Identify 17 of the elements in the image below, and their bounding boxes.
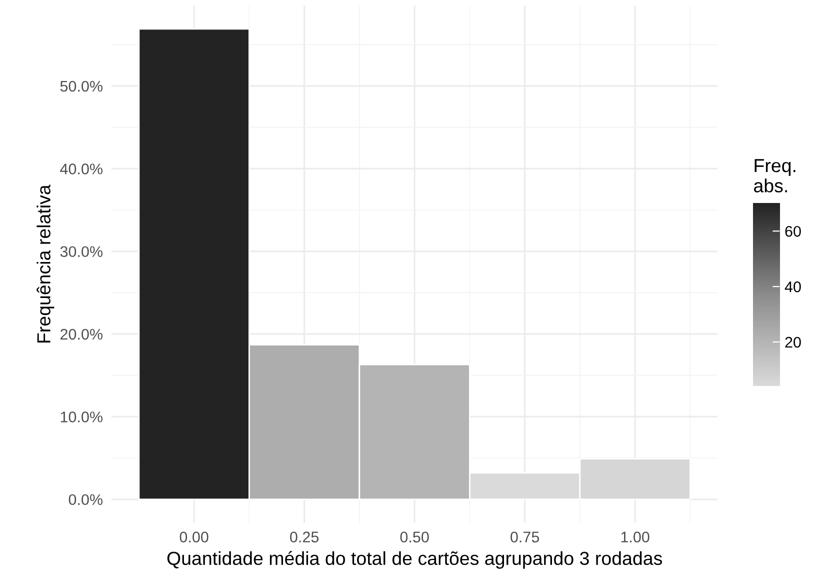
x-axis-title: Quantidade média do total de cartões agrupando 3 rodadas	[167, 551, 662, 569]
x-tick-label: 0.25	[290, 532, 319, 542]
x-tick-label: 1.00	[621, 532, 650, 542]
color-bar-title: Freq. abs.	[754, 159, 796, 192]
y-tick-label: 40.0%	[60, 164, 102, 174]
y-axis-title: Frequência relativa	[36, 184, 54, 343]
y-tick-label: 30.0%	[60, 246, 102, 258]
x-tick-label: 0.50	[400, 532, 429, 542]
x-tick-label: 0.75	[510, 532, 540, 542]
color-bar-label: 20	[785, 336, 801, 348]
color-bar-label: 60	[785, 226, 801, 237]
color-bar-label: 40	[784, 281, 801, 292]
y-tick-label: 20.0%	[60, 328, 102, 340]
y-tick-label: 10.0%	[60, 412, 102, 422]
y-tick-label: 50.0%	[60, 80, 102, 92]
x-tick-label: 0.00	[180, 532, 208, 542]
y-tick-label: 0.0%	[68, 494, 102, 506]
